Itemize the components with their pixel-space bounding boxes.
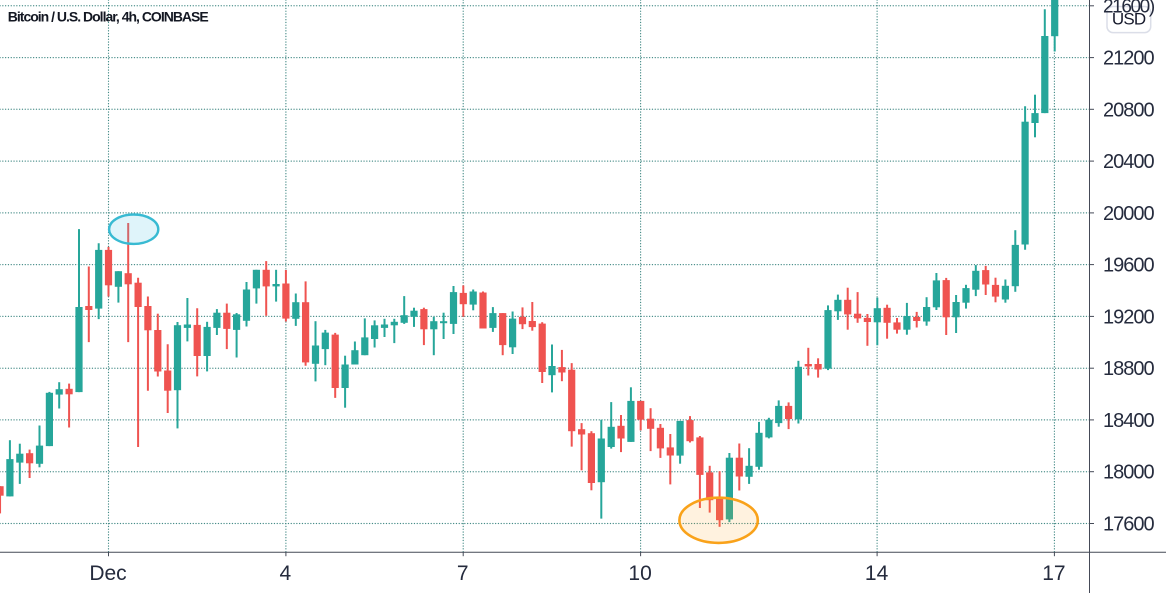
svg-text:20800: 20800 — [1103, 99, 1154, 121]
svg-text:20000: 20000 — [1103, 203, 1154, 225]
svg-text:19200: 19200 — [1103, 306, 1154, 328]
svg-text:20400: 20400 — [1103, 151, 1154, 173]
svg-text:Bitcoin / U.S. Dollar, 4h, COI: Bitcoin / U.S. Dollar, 4h, COINBASE — [8, 9, 209, 25]
svg-text:10: 10 — [628, 562, 651, 585]
svg-text:7: 7 — [457, 562, 469, 585]
svg-text:18000: 18000 — [1103, 462, 1154, 484]
svg-text:14: 14 — [865, 562, 889, 585]
svg-text:18800: 18800 — [1103, 358, 1154, 380]
svg-text:19600: 19600 — [1103, 255, 1154, 277]
svg-text:USD: USD — [1112, 10, 1146, 29]
svg-text:21600): 21600) — [1103, 0, 1155, 17]
svg-text:18400: 18400 — [1103, 410, 1154, 432]
svg-text:21200: 21200 — [1103, 48, 1154, 70]
svg-text:17: 17 — [1042, 562, 1065, 585]
svg-text:17600: 17600 — [1103, 514, 1154, 536]
svg-text:Dec: Dec — [89, 562, 126, 585]
svg-text:4: 4 — [280, 562, 292, 585]
